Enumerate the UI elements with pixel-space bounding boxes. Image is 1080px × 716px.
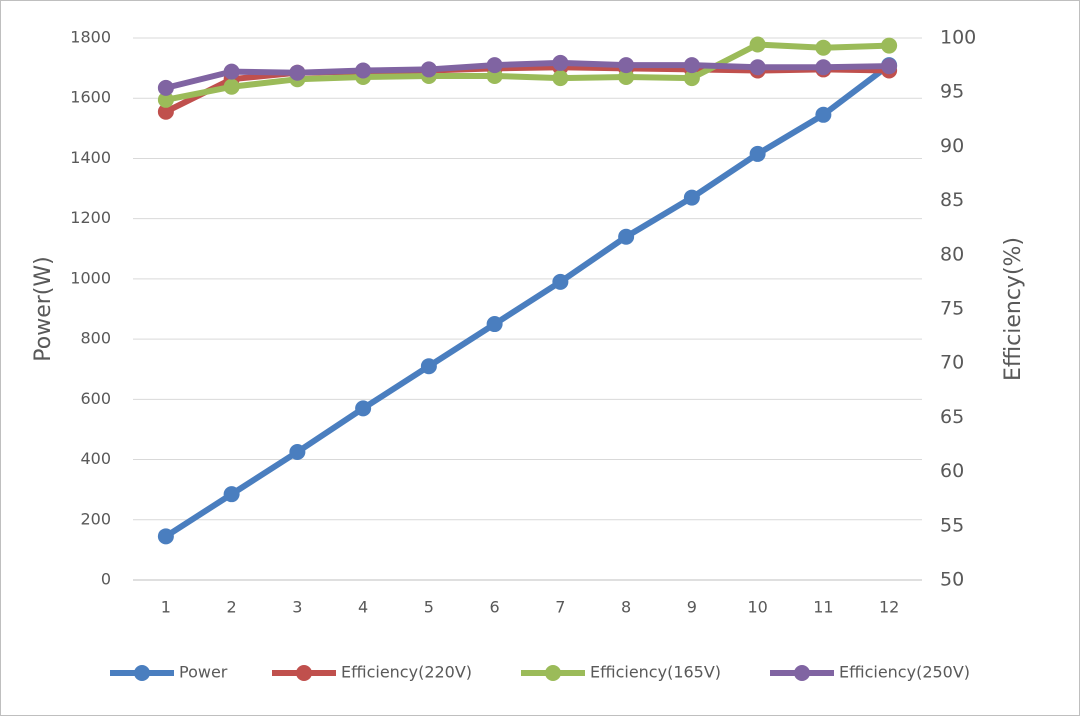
- x-tick-label: 3: [292, 598, 302, 617]
- x-tick-label: 1: [161, 598, 171, 617]
- y2-tick-label: 100: [940, 27, 976, 49]
- legend-marker: [545, 665, 561, 681]
- x-tick-label: 9: [687, 598, 697, 617]
- y2-axis-title: Efficiency(%): [1001, 237, 1026, 381]
- data-point: [486, 57, 503, 74]
- series-line: [164, 62, 891, 539]
- data-point: [881, 37, 898, 54]
- x-tick-label: 12: [879, 598, 899, 617]
- legend-label: Efficiency(165V): [590, 663, 721, 682]
- data-point: [815, 106, 832, 123]
- x-tick-label: 7: [555, 598, 565, 617]
- data-point: [223, 486, 240, 503]
- data-point: [223, 63, 240, 80]
- y-tick-label: 400: [80, 449, 111, 468]
- data-point: [355, 62, 372, 79]
- legend-marker: [794, 665, 810, 681]
- y-tick-label: 1800: [70, 28, 111, 47]
- x-tick-label: 2: [227, 598, 237, 617]
- data-point: [157, 79, 174, 96]
- data-point: [552, 273, 569, 290]
- y-tick-label: 1600: [70, 88, 111, 107]
- data-point: [552, 70, 569, 87]
- x-tick-label: 6: [490, 598, 500, 617]
- data-point: [355, 400, 372, 417]
- y2-tick-label: 55: [940, 514, 964, 536]
- data-point: [289, 444, 306, 461]
- legend-label: Power: [179, 663, 228, 682]
- data-point: [749, 59, 766, 76]
- data-point: [552, 54, 569, 71]
- data-point: [683, 70, 700, 87]
- data-point: [289, 64, 306, 81]
- data-point: [157, 103, 174, 120]
- data-point: [618, 57, 635, 74]
- x-tick-label: 5: [424, 598, 434, 617]
- legend-label: Efficiency(220V): [341, 663, 472, 682]
- x-tick-label: 8: [621, 598, 631, 617]
- data-point: [618, 69, 635, 86]
- y2-tick-label: 75: [940, 298, 964, 320]
- data-point: [223, 78, 240, 95]
- data-point: [486, 316, 503, 333]
- data-point: [749, 145, 766, 162]
- y-tick-label: 1000: [70, 268, 111, 287]
- series-line: [165, 59, 890, 91]
- data-point: [683, 57, 700, 74]
- y2-tick-label: 80: [940, 243, 964, 265]
- y2-tick-label: 90: [940, 135, 964, 157]
- legend-marker: [296, 665, 312, 681]
- y-tick-label: 600: [80, 389, 111, 408]
- y2-tick-label: 60: [940, 460, 964, 482]
- legend-marker: [134, 665, 150, 681]
- legend-label: Efficiency(250V): [839, 663, 970, 682]
- y-tick-label: 0: [101, 570, 111, 589]
- y-tick-label: 1200: [70, 208, 111, 227]
- y-tick-label: 200: [80, 509, 111, 528]
- data-point: [420, 61, 437, 78]
- data-point: [815, 39, 832, 56]
- y2-tick-label: 50: [940, 569, 964, 591]
- data-point: [683, 189, 700, 206]
- y-axis-title: Power(W): [31, 256, 56, 361]
- y2-tick-label: 95: [940, 81, 964, 103]
- data-point: [815, 59, 832, 76]
- y-tick-label: 1400: [70, 148, 111, 167]
- y2-tick-label: 65: [940, 406, 964, 428]
- y2-tick-label: 70: [940, 352, 964, 374]
- y-tick-label: 800: [80, 329, 111, 348]
- data-point: [618, 228, 635, 245]
- data-point: [749, 36, 766, 53]
- data-point: [157, 528, 174, 545]
- y2-tick-label: 85: [940, 189, 964, 211]
- data-point: [420, 358, 437, 375]
- series-line: [165, 41, 890, 103]
- data-point: [881, 58, 898, 75]
- x-tick-label: 4: [358, 598, 368, 617]
- x-tick-label: 11: [813, 598, 833, 617]
- x-tick-label: 10: [747, 598, 767, 617]
- data-point: [157, 91, 174, 108]
